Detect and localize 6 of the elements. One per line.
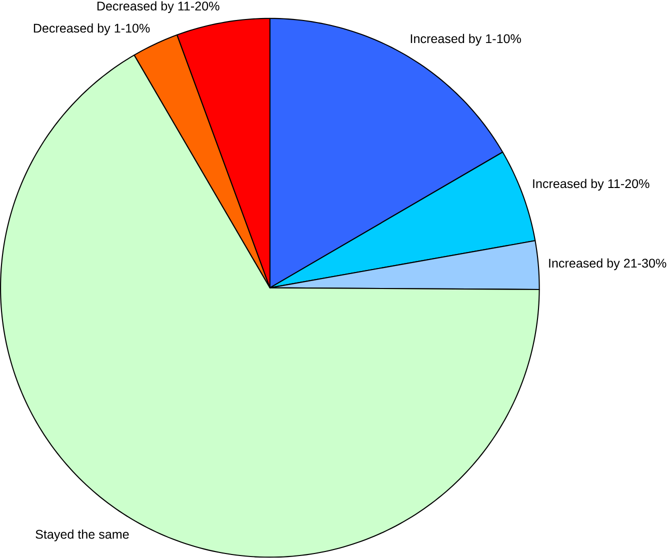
slice-label: Increased by 11-20% [533, 179, 650, 191]
slice-label: Decreased by 1-10% [34, 24, 150, 36]
slice-label: Increased by 1-10% [410, 34, 521, 46]
slice-label: Decreased by 11-20% [97, 1, 220, 14]
slice-label: Stayed the same [36, 530, 129, 542]
slice-label: Increased by 21-30% [549, 258, 666, 270]
